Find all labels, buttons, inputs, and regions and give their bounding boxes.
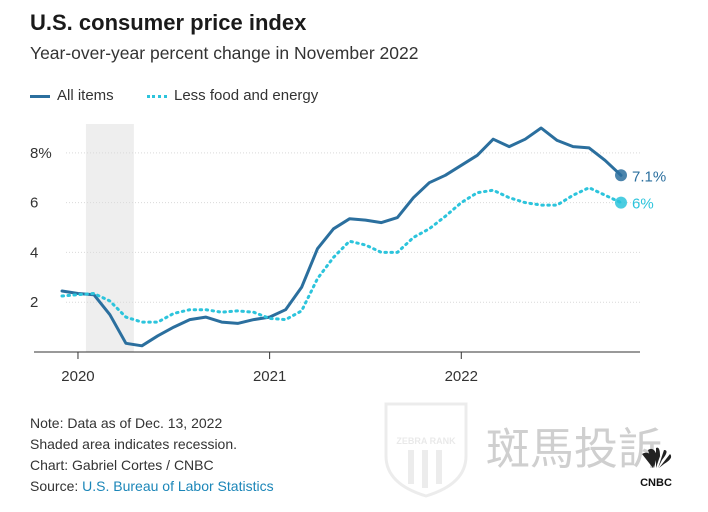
note-data-date: Note: Data as of Dec. 13, 2022 <box>30 415 223 431</box>
legend-label-all-items: All items <box>57 87 114 104</box>
source-line: Source: U.S. Bureau of Labor Statistics <box>30 476 274 497</box>
end-marker-all-items <box>615 169 627 182</box>
end-label-all-items: 7.1% <box>632 168 666 185</box>
chart-title: U.S. consumer price index <box>30 10 307 35</box>
axis-layer: 2 4 6 8% 2020 2021 2022 <box>30 145 640 385</box>
end-labels-layer: 7.1% 6% <box>615 168 666 213</box>
source-prefix: Source: <box>30 478 83 494</box>
legend-label-less-food-energy: Less food and energy <box>174 87 319 104</box>
series-line-all-items <box>60 126 623 348</box>
y-tick-label-2: 2 <box>30 294 38 311</box>
x-tick-label-2021: 2021 <box>253 368 286 385</box>
source-link[interactable]: U.S. Bureau of Labor Statistics <box>82 478 274 494</box>
x-tick-label-2020: 2020 <box>61 368 94 385</box>
chart-credit: Chart: Gabriel Cortes / CNBC <box>30 457 214 473</box>
gridlines-layer <box>66 152 640 303</box>
legend-swatch-less-food-energy <box>147 95 167 98</box>
end-label-less-food-and-energy: 6% <box>632 196 654 213</box>
legend-swatch-all-items <box>30 95 50 98</box>
y-tick-label-6: 6 <box>30 195 38 212</box>
cnbc-peacock-icon: CNBC <box>640 447 672 489</box>
watermark-badge-text: ZEBRA RANK <box>396 436 456 446</box>
watermark-chinese-text: 斑馬投訴 <box>486 424 662 475</box>
x-tick-label-2022: 2022 <box>445 368 478 385</box>
cnbc-logo-text: CNBC <box>640 477 672 489</box>
zebra-rank-shield-icon: ZEBRA RANK <box>384 402 468 498</box>
y-tick-label-8: 8% <box>30 145 52 162</box>
series-line-less-food-and-energy <box>60 186 623 324</box>
y-tick-label-4: 4 <box>30 244 38 261</box>
note-recession: Shaded area indicates recession. <box>30 436 238 452</box>
end-marker-less-food-and-energy <box>615 196 627 209</box>
chart-subtitle: Year-over-year percent change in Novembe… <box>30 43 419 63</box>
chart-notes: Note: Data as of Dec. 13, 2022 Shaded ar… <box>30 413 274 497</box>
series-layer <box>60 126 623 348</box>
watermark: ZEBRA RANK 斑馬投訴 CNBC <box>384 402 672 498</box>
